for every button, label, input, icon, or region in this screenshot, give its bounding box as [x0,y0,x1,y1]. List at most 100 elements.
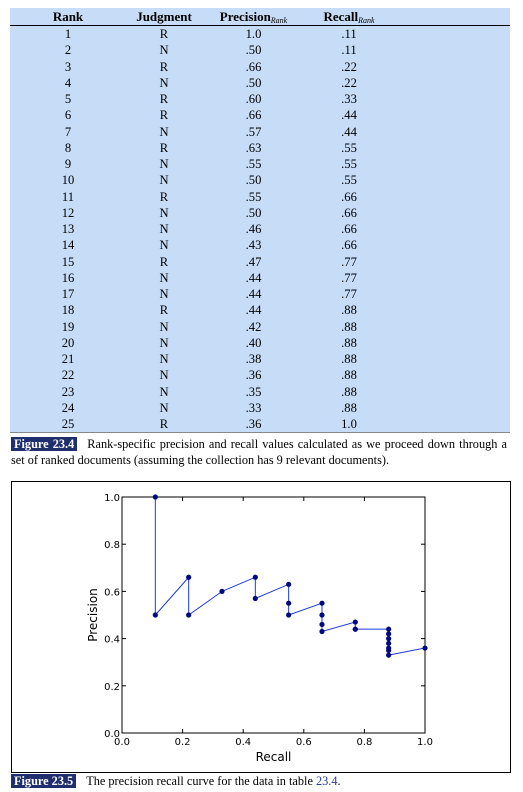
cell-judgment: R [159,108,169,123]
data-point [219,588,225,594]
cell-spacer [393,26,510,43]
cell-spacer [393,286,510,302]
cell-precision: .44 [245,270,262,285]
data-point [352,626,358,632]
cell-judgment: N [159,124,169,139]
cell-judgment: N [159,335,169,350]
cell-judgment: R [159,189,169,204]
precision-recall-line [154,497,426,656]
cell-spacer [393,189,510,205]
header-precision-label: Precision [219,8,271,24]
cell-precision: .50 [245,75,262,90]
y-axis-title: Precision [86,588,100,642]
cell-precision: .44 [245,287,262,302]
x-tick-label: 0.8 [356,737,372,748]
cell-spacer [393,400,510,416]
cell-recall: .22 [341,75,357,90]
cell-precision: .42 [245,319,262,334]
cell-rank: 19 [61,319,75,334]
cell-precision: .55 [245,157,262,172]
cell-recall: .88 [341,384,357,399]
cell-spacer [393,254,510,270]
y-tick-label: 0.4 [104,635,120,646]
cell-recall: .88 [341,303,357,318]
y-tick-label: 1.0 [104,493,120,504]
data-point [186,612,192,618]
cell-recall: .88 [341,319,357,334]
chart-svg: 0.0 0.2 0.4 0.6 0.8 1.0 0.0 0.2 0.4 0.6 0.8 1.0 Reca… [86,493,433,764]
rank-table-region: Rank Judgment PrecisionRank RecallRank 1… [10,8,510,432]
x-tick-label: 0.2 [175,737,191,748]
cell-spacer [393,42,510,58]
data-point [422,645,428,651]
header-precision: PrecisionRank [202,8,305,26]
cell-judgment: N [159,368,169,383]
cell-spacer [393,140,510,156]
data-point [186,574,192,580]
table-row: 9 N .55 .55 [10,156,510,172]
cell-recall: .44 [341,124,357,139]
cell-spacer [393,270,510,286]
data-point [386,626,392,632]
cell-precision: .63 [245,140,262,155]
cell-rank: 2 [64,43,72,58]
cell-spacer [393,335,510,351]
cell-rank: 1 [64,27,72,42]
table-row: 21 N .38 .88 [10,351,510,367]
cell-judgment: N [159,157,169,172]
table-header-row: Rank Judgment PrecisionRank RecallRank [10,8,510,26]
cell-precision: .66 [245,108,262,123]
caption-text: Rank-specific precision and recall value… [11,437,508,467]
header-recall-sub: Rank [358,15,375,25]
cell-precision: .43 [245,238,262,253]
cell-rank: 10 [61,173,75,188]
table-row: 20 N .40 .88 [10,335,510,351]
x-tick-label: 1.0 [417,737,433,748]
cell-precision: .50 [245,205,262,220]
data-point [286,612,292,618]
table-bottom-rule [10,432,510,433]
cell-recall: .55 [341,140,357,155]
table-row: 22 N .36 .88 [10,367,510,383]
cell-recall: .44 [341,108,357,123]
cell-spacer [393,416,510,432]
table-row: 24 N .33 .88 [10,400,510,416]
cell-rank: 23 [61,384,75,399]
cell-judgment: N [159,75,169,90]
cell-rank: 18 [61,303,75,318]
data-point [319,600,325,606]
cell-rank: 11 [61,189,75,204]
cell-recall: .88 [341,368,357,383]
cell-judgment: R [159,254,169,269]
cell-precision: .50 [245,173,262,188]
x-tick-label: 0.4 [235,737,251,748]
rank-table: Rank Judgment PrecisionRank RecallRank 1… [10,8,510,432]
header-rank: Rank [52,8,84,24]
data-point [386,640,392,646]
figure-23-5-caption: Figure 23.5 The precision recall curve fo… [11,773,507,789]
cell-recall: .11 [341,27,357,42]
cell-precision: .44 [245,303,262,318]
y-tick-label: 0.2 [104,682,120,693]
cell-spacer [393,384,510,400]
cell-spacer [393,156,510,172]
table-row: 3 R .66 .22 [10,59,510,75]
cell-spacer [393,302,510,318]
cell-judgment: R [159,92,169,107]
table-row: 25 R .36 1.0 [10,416,510,432]
table-reference-link[interactable]: 23.4 [315,774,338,788]
cell-judgment: N [159,238,169,253]
header-precision-sub: Rank [270,15,288,25]
table-row: 2 N .50 .11 [10,42,510,58]
cell-precision: .36 [245,368,262,383]
cell-recall: 1.0 [341,417,357,432]
cell-rank: 4 [64,75,72,90]
header-judgment: Judgment [136,8,192,24]
cell-precision: .46 [245,222,262,237]
data-point [386,636,392,642]
cell-rank: 16 [61,270,75,285]
data-point [152,494,158,500]
table-row: 11 R .55 .66 [10,189,510,205]
figure-23-4-caption: Figure 23.4 Rank-specific precision and r… [11,436,507,468]
cell-recall: .55 [341,157,357,172]
